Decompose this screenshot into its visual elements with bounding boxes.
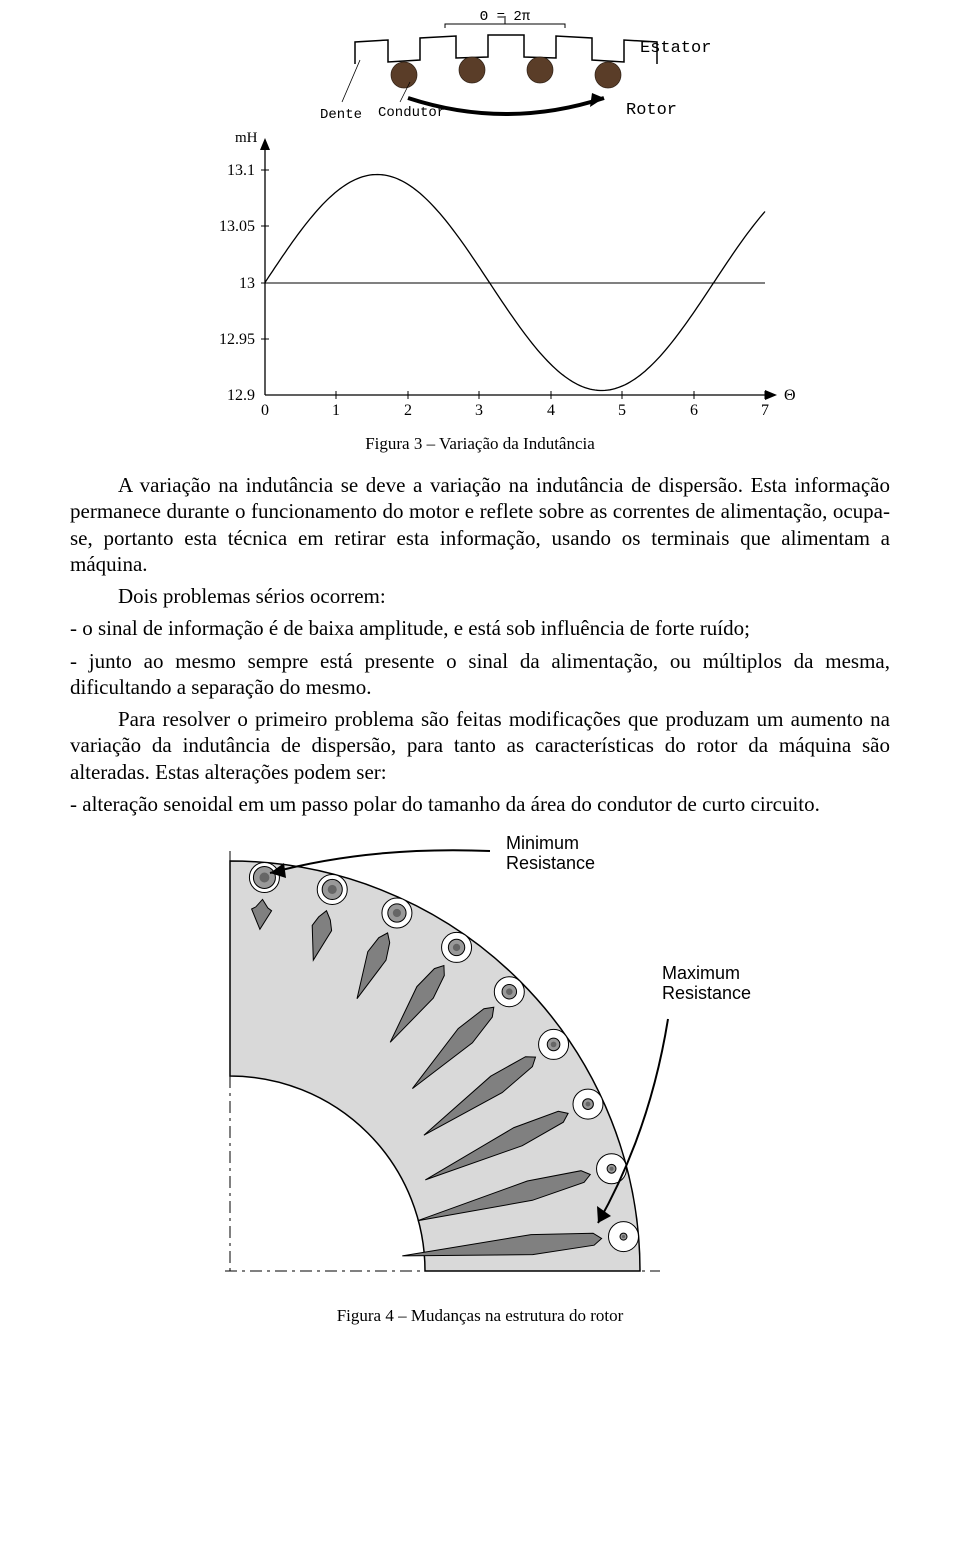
estator-label: Estator: [640, 39, 711, 58]
svg-text:13.05: 13.05: [219, 218, 255, 235]
figure-3: Θ = 2π Estator Rotor: [70, 0, 890, 430]
svg-text:0: 0: [261, 402, 269, 419]
sine-curve: [265, 175, 765, 391]
max-label-2: Resistance: [662, 983, 751, 1003]
fig3-svg: Θ = 2π Estator Rotor: [130, 0, 830, 430]
svg-text:7: 7: [761, 402, 769, 419]
list-item-3: - alteração senoidal em um passo polar d…: [70, 791, 890, 817]
y-unit: mH: [235, 130, 258, 146]
fig4-caption: Figura 4 – Mudanças na estrutura do roto…: [70, 1306, 890, 1326]
stator-outline: [355, 35, 657, 64]
svg-text:1: 1: [332, 402, 340, 419]
paragraph-2: Dois problemas sérios ocorrem:: [70, 583, 890, 609]
conductors: [391, 57, 621, 88]
rotor-label: Rotor: [626, 101, 677, 120]
svg-text:13: 13: [239, 275, 255, 292]
fig3-caption: Figura 3 – Variação da Indutância: [70, 434, 890, 454]
condutor-label: Condutor: [378, 105, 445, 121]
svg-text:13.1: 13.1: [227, 162, 255, 179]
paragraph-3: Para resolver o primeiro problema são fe…: [70, 706, 890, 785]
min-label-1: Minimum: [506, 833, 579, 853]
list-item-2: - junto ao mesmo sempre está presente o …: [70, 648, 890, 701]
svg-text:2: 2: [404, 402, 412, 419]
inductance-chart: mH Θ 13.1 13.05 13 12.95 12.9: [219, 130, 796, 419]
y-ticks: 13.1 13.05 13 12.95 12.9: [219, 162, 255, 404]
figure-4: Minimum Resistance Maximum Resistance Fi…: [70, 831, 890, 1326]
motor-diagram: Θ = 2π Estator Rotor: [320, 9, 711, 123]
svg-text:12.9: 12.9: [227, 387, 255, 404]
fig4-svg: Minimum Resistance Maximum Resistance: [170, 831, 790, 1291]
dente-label: Dente: [320, 107, 362, 123]
svg-text:4: 4: [547, 402, 555, 419]
svg-text:3: 3: [475, 402, 483, 419]
max-label-1: Maximum: [662, 963, 740, 983]
svg-text:5: 5: [618, 402, 626, 419]
paragraph-1: A variação na indutância se deve a varia…: [70, 472, 890, 577]
min-label-2: Resistance: [506, 853, 595, 873]
svg-text:6: 6: [690, 402, 698, 419]
x-symbol: Θ: [784, 387, 796, 404]
svg-text:12.95: 12.95: [219, 331, 255, 348]
list-item-1: - o sinal de informação é de baixa ampli…: [70, 615, 890, 641]
x-ticks: 0 1 2 3 4 5 6 7: [261, 402, 769, 419]
